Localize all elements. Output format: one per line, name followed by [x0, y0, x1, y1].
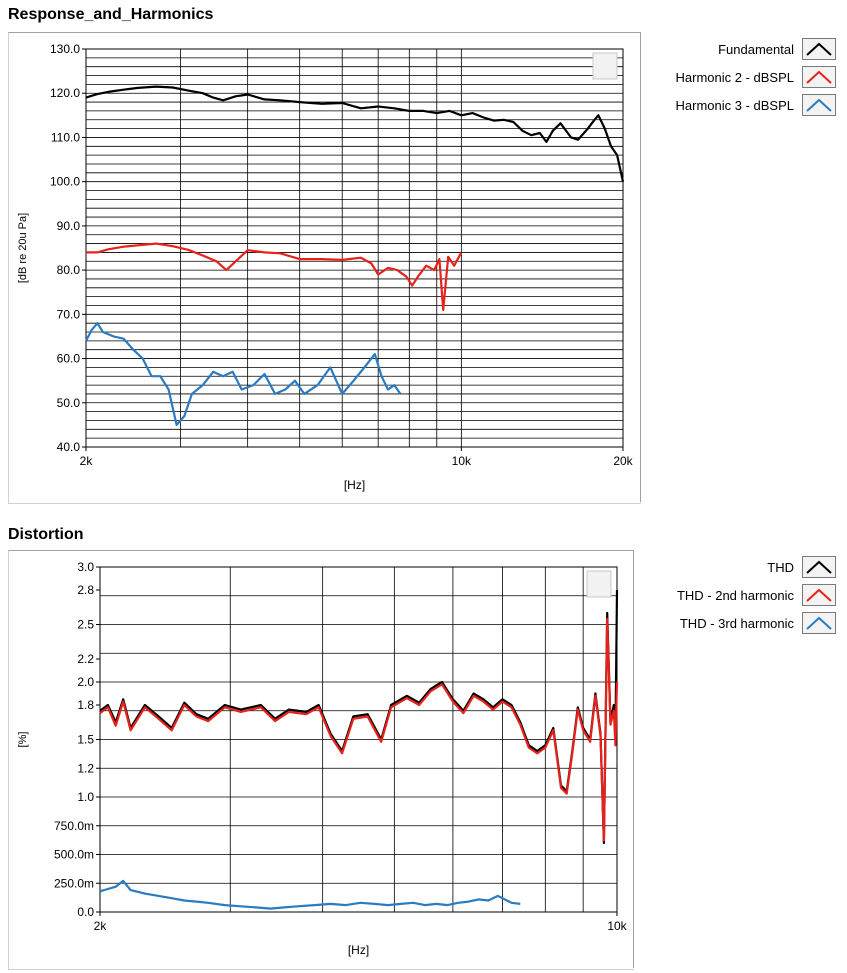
legend-label: Harmonic 3 - dBSPL — [675, 97, 795, 113]
plot-area — [85, 48, 624, 448]
legend-entry: THD - 3rd harmonic — [680, 610, 836, 636]
y-tick-label: 130.0 — [50, 42, 80, 56]
y-tick-label: 2.0 — [77, 675, 94, 689]
y-tick-label: 2.5 — [77, 618, 94, 632]
y-gridlines — [100, 595, 617, 884]
series-line-3 — [99, 879, 521, 910]
series-lines — [85, 85, 625, 426]
x-tick-label: 2k — [94, 919, 108, 933]
chart-2-title: Distortion — [8, 526, 84, 543]
legend-swatch-icon — [802, 38, 836, 60]
corner-logo-icon — [592, 52, 618, 80]
y-tick-labels: 3.0 2.8 2.5 2.2 2.0 1.8 1.5 1.2 1.0 750.0m 500.0m 2… — [54, 560, 100, 919]
legend-label: THD - 2nd harmonic — [676, 587, 794, 603]
legend-entry: THD - 2nd harmonic — [677, 582, 836, 608]
legend-entry: Harmonic 2 - dBSPL — [675, 64, 836, 90]
chart-1-title: Response_and_Harmonics — [8, 6, 214, 23]
x-axis-label: [Hz] — [344, 478, 365, 492]
x-gridlines — [229, 567, 584, 912]
legend-swatch-icon — [802, 94, 836, 116]
legend-entry: Harmonic 3 - dBSPL — [675, 92, 836, 118]
chart-2-legend: THD THD - 2nd harmonic THD - 3rd harmonic — [633, 550, 846, 968]
y-tick-label: 110.0 — [51, 130, 80, 144]
y-tick-label: 70.0 — [57, 307, 81, 321]
series-line-1 — [99, 589, 619, 845]
legend-label: THD — [767, 559, 794, 575]
distortion-chart: 3.0 2.8 2.5 2.2 2.0 1.8 1.5 1.2 1.0 750.0m 500.0m 2… — [17, 560, 628, 957]
series-line-1 — [85, 85, 625, 182]
y-tick-label: 100.0 — [50, 175, 80, 189]
legend-label: Harmonic 2 - dBSPL — [675, 69, 795, 85]
y-tick-label: 40.0 — [57, 440, 81, 454]
y-tick-label: 0.0 — [77, 905, 94, 919]
y-tick-label: 1.2 — [77, 761, 94, 775]
y-tick-label: 2.2 — [77, 652, 94, 666]
legend-swatch-icon — [802, 612, 836, 634]
y-tick-labels: 130.0 120.0 110.0 100.0 90.0 80.0 70.0 60.0 50.0… — [50, 42, 86, 454]
y-tick-label: 1.5 — [77, 733, 94, 747]
y-tick-label: 90.0 — [57, 219, 81, 233]
corner-logo-icon — [586, 570, 612, 598]
y-tick-label: 750.0m — [54, 819, 94, 833]
x-tick-label: 2k — [80, 454, 94, 468]
legend-entry: Fundamental — [718, 36, 836, 62]
y-tick-label: 120.0 — [50, 86, 80, 100]
y-tick-label: 1.0 — [77, 790, 94, 804]
x-tick-labels: 2k 10k 20k — [80, 447, 634, 468]
series-line-3 — [85, 322, 402, 426]
y-axis-label: [%] — [17, 732, 29, 748]
y-tick-label: 2.8 — [77, 583, 94, 597]
x-tick-label: 10k — [607, 919, 627, 933]
legend-label: Fundamental — [718, 41, 794, 57]
legend-swatch-icon — [802, 66, 836, 88]
series-lines — [99, 589, 619, 910]
series-line-2 — [86, 242, 463, 311]
legend-swatch-icon — [802, 584, 836, 606]
x-tick-label: 20k — [613, 454, 633, 468]
y-tick-label: 1.8 — [77, 698, 94, 712]
x-tick-label: 10k — [452, 454, 472, 468]
y-gridlines — [86, 57, 623, 439]
y-tick-label: 60.0 — [57, 352, 81, 366]
series-line-2 — [99, 617, 619, 842]
y-tick-label: 500.0m — [54, 848, 94, 862]
y-axis-label: [dB re 20u Pa] — [17, 213, 29, 283]
y-tick-label: 50.0 — [57, 396, 81, 410]
response-chart: 130.0 120.0 110.0 100.0 90.0 80.0 70.0 60.0 50.0… — [17, 42, 634, 492]
chart-2-frame — [8, 550, 634, 970]
x-axis-label: [Hz] — [348, 943, 369, 957]
y-tick-label: 3.0 — [77, 560, 94, 574]
x-tick-labels: 2k 10k — [94, 912, 628, 933]
legend-label: THD - 3rd harmonic — [679, 615, 794, 631]
chart-1-frame — [8, 32, 641, 504]
legend-swatch-icon — [802, 556, 836, 578]
y-tick-label: 80.0 — [57, 263, 81, 277]
chart-1-legend: Fundamental Harmonic 2 - dBSPL Harmonic 3 … — [640, 32, 846, 502]
y-tick-label: 250.0m — [54, 876, 94, 890]
legend-entry: THD — [767, 554, 836, 580]
